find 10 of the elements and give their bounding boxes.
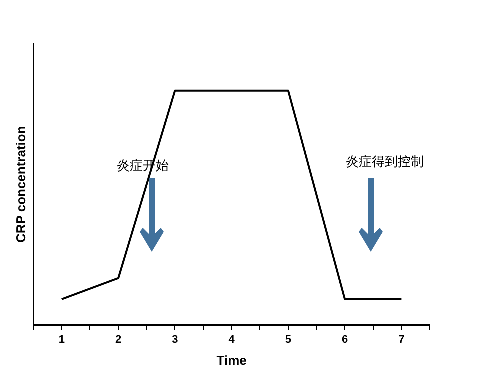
x-tick-label: 6 (342, 334, 348, 346)
annotation: 炎症得到控制 (346, 154, 424, 171)
x-tick-label: 2 (115, 334, 122, 346)
y-axis-title: CRP concentration (13, 126, 28, 243)
x-tick-label: 1 (58, 334, 65, 346)
x-tick-label: 4 (228, 334, 236, 346)
x-tick-label: 7 (398, 334, 405, 346)
x-tick-label: 5 (285, 334, 292, 346)
x-tick-label: 3 (172, 334, 178, 346)
x-axis-title: Time (216, 352, 247, 368)
